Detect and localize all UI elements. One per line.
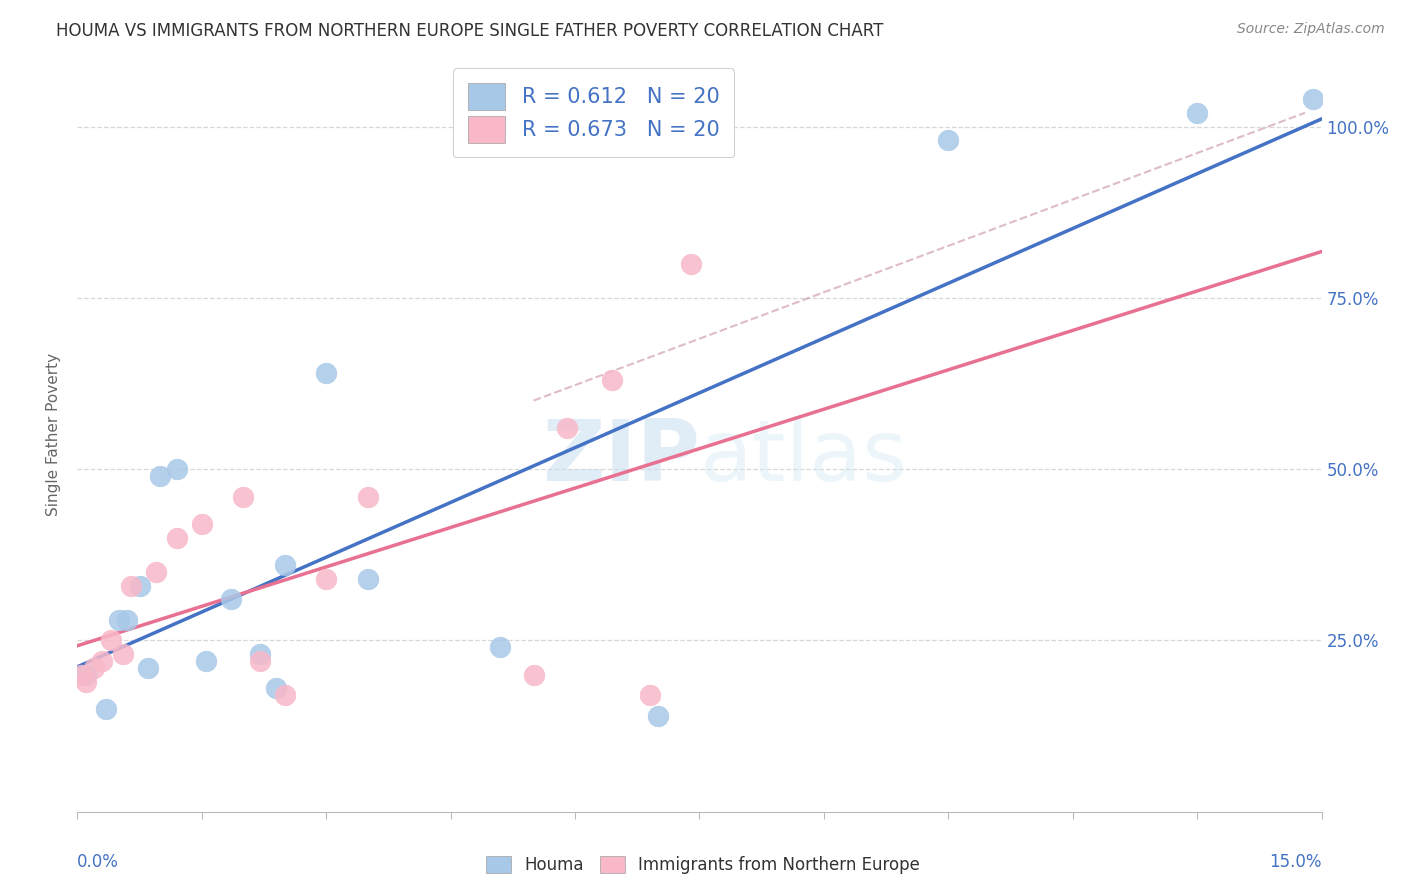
Point: [232, 490, 254, 504]
Text: atlas: atlas: [700, 416, 907, 499]
Text: 15.0%: 15.0%: [1270, 853, 1322, 871]
Point: [266, 681, 288, 696]
Point: [938, 133, 960, 147]
Point: [145, 565, 167, 579]
Point: [249, 654, 271, 668]
Text: Source: ZipAtlas.com: Source: ZipAtlas.com: [1237, 22, 1385, 37]
Point: [111, 647, 134, 661]
Point: [357, 490, 380, 504]
Point: [489, 640, 512, 655]
Legend: Houma, Immigrants from Northern Europe: Houma, Immigrants from Northern Europe: [481, 851, 925, 880]
Point: [602, 373, 624, 387]
Point: [91, 654, 114, 668]
Text: HOUMA VS IMMIGRANTS FROM NORTHERN EUROPE SINGLE FATHER POVERTY CORRELATION CHART: HOUMA VS IMMIGRANTS FROM NORTHERN EUROPE…: [56, 22, 883, 40]
Point: [647, 708, 669, 723]
Point: [96, 702, 118, 716]
Point: [128, 579, 150, 593]
Point: [120, 579, 142, 593]
Point: [166, 462, 188, 476]
Point: [149, 469, 172, 483]
Point: [274, 558, 297, 572]
Point: [70, 667, 93, 681]
Point: [191, 516, 214, 531]
Point: [1187, 105, 1209, 120]
Text: 0.0%: 0.0%: [77, 853, 120, 871]
Point: [75, 667, 97, 681]
Point: [274, 688, 297, 702]
Text: ZIP: ZIP: [541, 416, 700, 499]
Point: [638, 688, 661, 702]
Point: [555, 421, 578, 435]
Point: [315, 366, 337, 380]
Point: [681, 256, 703, 270]
Point: [166, 531, 188, 545]
Point: [108, 613, 131, 627]
Point: [115, 613, 138, 627]
Point: [100, 633, 122, 648]
Legend: R = 0.612   N = 20, R = 0.673   N = 20: R = 0.612 N = 20, R = 0.673 N = 20: [453, 69, 734, 157]
Point: [194, 654, 217, 668]
Point: [83, 661, 105, 675]
Point: [136, 661, 159, 675]
Point: [249, 647, 271, 661]
Point: [1302, 92, 1324, 106]
Y-axis label: Single Father Poverty: Single Father Poverty: [46, 353, 62, 516]
Point: [219, 592, 242, 607]
Point: [523, 667, 546, 681]
Point: [315, 572, 337, 586]
Point: [357, 572, 380, 586]
Point: [75, 674, 97, 689]
